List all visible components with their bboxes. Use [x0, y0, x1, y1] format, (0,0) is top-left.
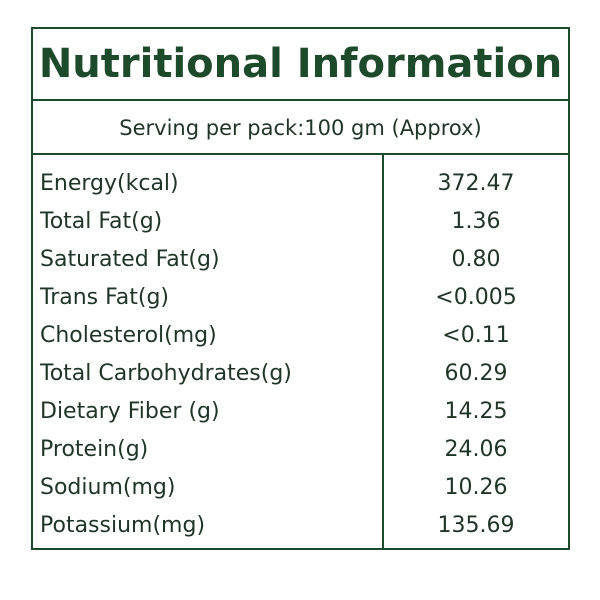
- nutrient-name: Total Fat(g): [40, 209, 163, 234]
- nutrient-value: 14.25: [444, 399, 508, 424]
- column-divider: [382, 155, 384, 548]
- nutrient-name: Energy(kcal): [40, 171, 179, 196]
- nutrition-panel: Nutritional Information Serving per pack…: [31, 27, 570, 550]
- nutrient-value: 372.47: [437, 171, 515, 196]
- nutrient-name: Protein(g): [40, 437, 149, 462]
- nutrient-value: 0.80: [451, 247, 501, 272]
- nutrient-name: Saturated Fat(g): [40, 247, 220, 272]
- nutrient-name: Potassium(mg): [40, 513, 206, 538]
- nutrient-name: Dietary Fiber (g): [40, 399, 220, 424]
- nutrient-value: <0.005: [435, 285, 517, 310]
- nutrient-name: Sodium(mg): [40, 475, 176, 500]
- nutrient-value: 135.69: [437, 513, 515, 538]
- nutrient-value: 10.26: [444, 475, 508, 500]
- nutrient-name: Trans Fat(g): [40, 285, 170, 310]
- nutrient-name: Cholesterol(mg): [40, 323, 217, 348]
- nutrient-name: Total Carbohydrates(g): [40, 361, 292, 386]
- serving-info: Serving per pack:100 gm (Approx): [33, 101, 568, 155]
- title: Nutritional Information: [33, 29, 568, 101]
- nutrient-value: <0.11: [442, 323, 510, 348]
- nutrient-value: 60.29: [444, 361, 508, 386]
- nutrient-value: 24.06: [444, 437, 508, 462]
- nutrient-value: 1.36: [451, 209, 501, 234]
